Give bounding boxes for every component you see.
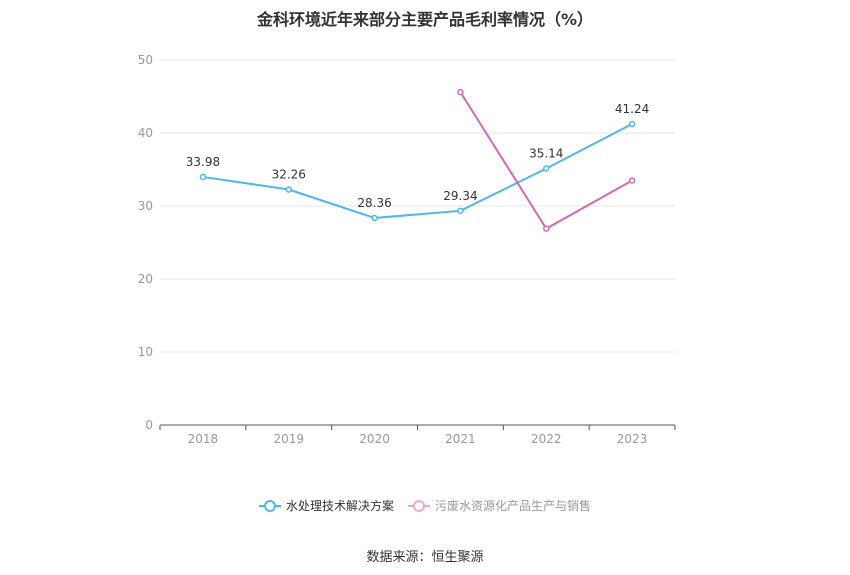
x-tick-label: 2018 — [188, 432, 219, 446]
y-tick-label: 50 — [138, 53, 153, 67]
legend-marker-icon — [258, 499, 281, 512]
y-tick-label: 20 — [138, 272, 153, 286]
y-tick-label: 10 — [138, 345, 153, 359]
data-point — [199, 173, 207, 181]
data-label: 29.34 — [443, 189, 477, 203]
y-axis-ticks: 0 10 20 30 40 50 — [138, 53, 153, 432]
data-label: 41.24 — [615, 102, 649, 116]
line-chart: 0 10 20 30 40 50 2018 2019 2020 2021 2022 2023 33.… — [138, 53, 676, 446]
data-labels: 33.98 32.26 28.36 29.34 35.14 41.24 — [186, 102, 650, 210]
series-lines — [202, 91, 633, 230]
data-point — [457, 207, 464, 215]
x-tick-label: 2022 — [531, 432, 562, 446]
x-tick-label: 2023 — [617, 432, 648, 446]
data-source: 数据来源：恒生聚源 — [366, 550, 484, 565]
data-label: 32.26 — [272, 168, 306, 182]
legend-label: 水处理技术解决方案 — [285, 499, 394, 513]
data-point — [371, 214, 378, 222]
legend-label: 污废水资源化产品生产与销售 — [435, 499, 592, 513]
chart-title: 金科环境近年来部分主要产品毛利率情况（%） — [256, 10, 594, 29]
x-tick-label: 2020 — [359, 432, 390, 446]
series-line — [202, 123, 633, 219]
y-tick-label: 30 — [138, 199, 153, 213]
x-tick-label: 2019 — [273, 432, 304, 446]
x-axis: 2018 2019 2020 2021 2022 2023 — [159, 424, 676, 446]
legend-item-water-treatment[interactable]: 水处理技术解决方案 — [258, 497, 394, 514]
data-point — [628, 177, 636, 184]
data-label: 33.98 — [186, 155, 220, 169]
y-tick-label: 40 — [138, 126, 153, 140]
series-points — [199, 88, 636, 232]
data-point — [543, 225, 550, 232]
legend: 水处理技术解决方案 污废水资源化产品生产与销售 — [0, 497, 850, 514]
x-tick-label: 2021 — [445, 432, 476, 446]
data-point — [628, 120, 636, 128]
data-label: 28.36 — [357, 196, 391, 210]
data-point — [285, 186, 292, 193]
data-label: 35.14 — [529, 146, 563, 160]
y-tick-label: 0 — [145, 418, 153, 432]
legend-item-wastewater-products[interactable]: 污废水资源化产品生产与销售 — [408, 497, 591, 514]
grid-lines — [160, 59, 675, 353]
legend-marker-icon — [408, 499, 430, 512]
data-point — [543, 165, 550, 172]
data-point — [457, 88, 464, 96]
